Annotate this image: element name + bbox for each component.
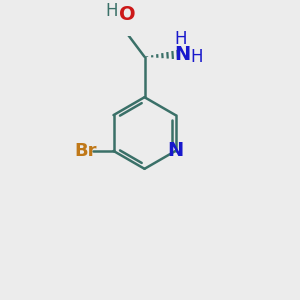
Text: Br: Br — [74, 142, 97, 160]
Text: N: N — [167, 141, 184, 160]
Text: N: N — [175, 45, 191, 64]
Text: H: H — [105, 2, 118, 20]
Text: H: H — [190, 48, 203, 66]
Text: O: O — [119, 4, 136, 24]
Text: H: H — [174, 31, 187, 49]
